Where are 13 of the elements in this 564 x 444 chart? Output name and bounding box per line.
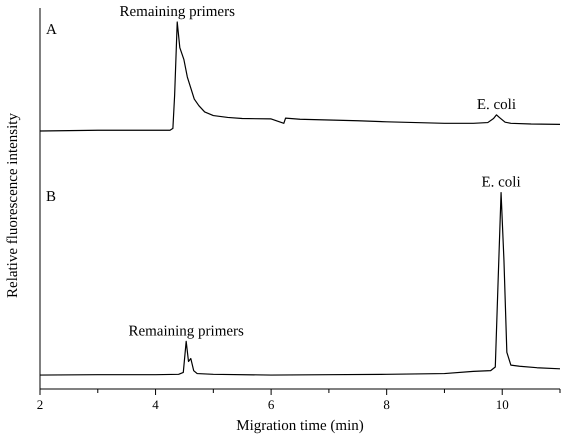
annotation: E. coli	[476, 96, 516, 113]
y-axis-title: Relative fluorescence intensity	[5, 112, 21, 298]
annotation: Remaining primers	[128, 323, 244, 340]
annotation: Remaining primers	[120, 4, 236, 20]
x-tick-label: 8	[383, 397, 390, 412]
x-tick-label: 4	[152, 397, 160, 412]
x-tick-label: 2	[36, 397, 44, 412]
annotation: A	[46, 22, 57, 38]
x-axis-title: Migration time (min)	[236, 418, 364, 434]
annotation: B	[46, 188, 56, 205]
x-tick-label: 10	[496, 397, 509, 412]
x-tick-label: 6	[268, 397, 275, 412]
annotation: E. coli	[481, 174, 521, 191]
